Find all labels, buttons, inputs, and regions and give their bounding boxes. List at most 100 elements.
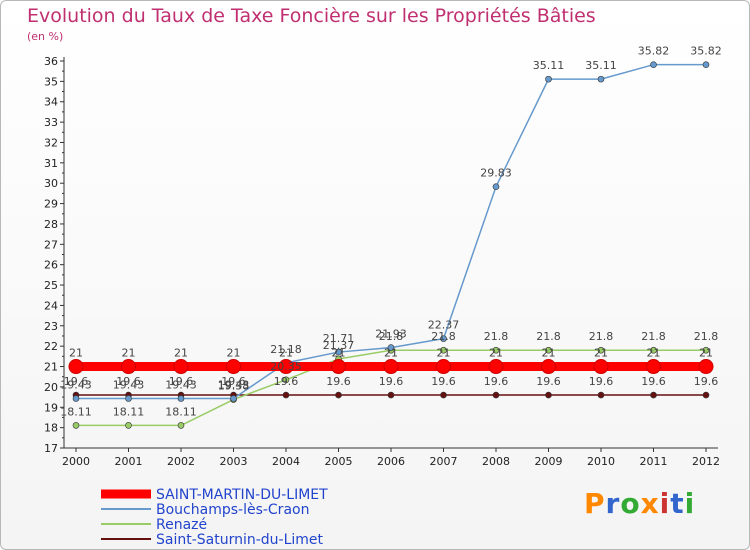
- data-label: 21: [489, 347, 503, 360]
- data-point: [545, 346, 552, 354]
- data-label: 35.11: [585, 59, 617, 72]
- data-point: [541, 359, 556, 375]
- legend: SAINT-MARTIN-DU-LIMETBouchamps-lès-Craon…: [101, 487, 328, 548]
- data-point: [177, 395, 185, 402]
- data-point: [121, 359, 136, 375]
- logo-letter: r: [605, 487, 621, 520]
- data-point: [698, 359, 714, 375]
- data-point: [282, 376, 290, 384]
- y-tick-label: 22: [44, 340, 58, 353]
- logo-letter: o: [620, 487, 641, 520]
- y-tick-label: 26: [44, 259, 58, 272]
- data-label: 21: [384, 347, 398, 360]
- x-tick-label: 2002: [167, 455, 195, 468]
- y-tick-label: 35: [44, 75, 58, 88]
- data-point: [440, 391, 447, 399]
- data-label: 21: [332, 347, 346, 360]
- data-label: 19.6: [274, 375, 299, 388]
- data-label: 19.6: [589, 375, 614, 388]
- y-tick-label: 33: [44, 116, 58, 129]
- data-point: [492, 391, 500, 399]
- data-point: [387, 344, 395, 351]
- data-point: [597, 346, 605, 354]
- logo-letter: t: [670, 487, 685, 520]
- data-point: [650, 391, 657, 399]
- y-tick-label: 17: [44, 442, 58, 455]
- legend-label: Saint-Saturnin-du-Limet: [156, 532, 324, 548]
- data-point: [646, 359, 661, 375]
- data-label: 20.35: [270, 360, 302, 373]
- data-label: 19.6: [431, 375, 456, 388]
- data-point: [125, 422, 132, 429]
- y-tick-label: 25: [44, 279, 58, 292]
- axes: 17 18 19 20 21 22 23 24 25 26 27 28 29 30 31 32 33 34 35 36…: [44, 55, 720, 468]
- data-point: [226, 359, 241, 375]
- data-point: [650, 346, 657, 354]
- data-point: [230, 395, 237, 402]
- data-label: 21.8: [694, 330, 719, 343]
- x-tick-label: 2007: [430, 455, 458, 468]
- data-label: 19.6: [221, 375, 246, 388]
- logo-letter: P: [584, 487, 606, 520]
- data-point: [597, 391, 605, 399]
- x-tick-label: 2009: [535, 455, 563, 468]
- series-layer: [68, 61, 714, 429]
- legend-label: SAINT-MARTIN-DU-LIMET: [156, 487, 328, 503]
- data-label: 19.43: [218, 379, 250, 392]
- y-tick-label: 31: [44, 157, 58, 170]
- y-tick-label: 34: [44, 96, 58, 109]
- data-label: 21: [227, 347, 241, 360]
- data-label: 18.11: [60, 405, 92, 418]
- x-tick-label: 2000: [62, 455, 90, 468]
- data-label: 19.6: [326, 375, 351, 388]
- data-point: [387, 391, 395, 399]
- data-label: 29.83: [480, 167, 512, 180]
- data-label: 21.18: [270, 343, 302, 356]
- data-label: 21.8: [379, 330, 404, 343]
- x-tick-label: 2005: [325, 455, 353, 468]
- data-point: [702, 61, 710, 68]
- data-label: 21.8: [589, 330, 614, 343]
- data-point: [335, 391, 342, 399]
- x-tick-label: 2011: [640, 455, 668, 468]
- data-label: 21: [174, 347, 188, 360]
- data-point: [593, 359, 609, 375]
- data-label: 19.38: [218, 380, 250, 393]
- data-point: [492, 346, 500, 354]
- data-label: 21: [69, 347, 83, 360]
- data-label: 21: [699, 347, 713, 360]
- x-tick-label: 2006: [377, 455, 405, 468]
- x-tick-label: 2004: [272, 455, 300, 468]
- data-label: 19.6: [694, 375, 719, 388]
- data-label: 21: [437, 347, 451, 360]
- data-label: 19.43: [113, 379, 145, 392]
- data-label: 18.11: [165, 405, 197, 418]
- data-label: 21: [594, 347, 608, 360]
- data-label: 21.8: [431, 330, 456, 343]
- data-label: 21.37: [323, 339, 355, 352]
- data-label: 19.6: [641, 375, 666, 388]
- y-tick-label: 30: [44, 177, 58, 190]
- chart-title: Evolution du Taux de Taxe Foncière sur l…: [27, 5, 596, 27]
- y-axis-unit-label: (en %): [27, 30, 64, 43]
- y-tick-label: 27: [44, 238, 58, 251]
- data-label: 19.6: [64, 375, 89, 388]
- x-tick-label: 2012: [692, 455, 720, 468]
- logo-letter: i: [684, 487, 696, 520]
- data-label: 21: [542, 347, 556, 360]
- legend-label: Renazé: [156, 517, 207, 533]
- data-point: [278, 359, 294, 375]
- data-point: [383, 359, 399, 375]
- y-tick-label: 19: [44, 401, 58, 414]
- data-label: 21.93: [375, 328, 407, 341]
- data-point: [335, 348, 342, 356]
- data-point: [436, 359, 451, 375]
- logo-letter: i: [659, 487, 671, 520]
- logo-letter: x: [640, 487, 660, 520]
- x-tick-label: 2003: [220, 455, 248, 468]
- data-point: [282, 391, 290, 399]
- data-label: 21: [122, 347, 136, 360]
- data-label: 19.6: [536, 375, 561, 388]
- y-tick-label: 18: [44, 422, 58, 435]
